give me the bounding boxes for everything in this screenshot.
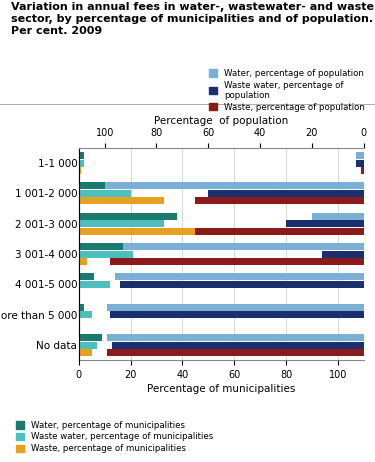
Bar	[107, 304, 364, 311]
Bar	[356, 159, 364, 166]
Bar	[361, 167, 364, 174]
Bar	[79, 304, 84, 311]
Bar	[110, 311, 364, 318]
Bar	[107, 349, 364, 356]
Bar	[79, 342, 97, 349]
Bar	[79, 274, 94, 280]
Bar	[79, 334, 102, 341]
Bar	[112, 342, 364, 349]
Bar	[79, 258, 87, 265]
Bar	[312, 213, 364, 219]
Bar	[208, 190, 364, 197]
Bar	[123, 243, 364, 250]
Bar	[115, 274, 364, 280]
Bar	[322, 250, 364, 258]
Bar	[79, 159, 84, 166]
Bar	[79, 228, 221, 235]
Bar	[105, 182, 364, 189]
Bar	[195, 228, 364, 235]
Bar	[286, 220, 364, 227]
Legend: Water, percentage of municipalities, Waste water, percentage of municipalities, : Water, percentage of municipalities, Was…	[15, 421, 213, 453]
Bar	[79, 220, 164, 227]
X-axis label: Percentage  of population: Percentage of population	[154, 116, 288, 126]
Bar	[79, 167, 81, 174]
Bar	[120, 281, 364, 288]
Bar	[79, 281, 110, 288]
Bar	[356, 152, 364, 159]
Bar	[79, 152, 84, 159]
Bar	[195, 197, 364, 205]
Legend: Water, percentage of population, Waste water, percentage of
population, Waste, p: Water, percentage of population, Waste w…	[209, 69, 365, 111]
Bar	[79, 243, 123, 250]
Bar	[79, 349, 92, 356]
Bar	[79, 311, 92, 318]
Bar	[110, 258, 364, 265]
Text: Variation in annual fees in water-, wastewater- and waste
sector, by percentage : Variation in annual fees in water-, wast…	[11, 2, 374, 36]
Bar	[79, 182, 144, 189]
Bar	[79, 213, 177, 219]
Bar	[79, 190, 130, 197]
Bar	[79, 197, 164, 205]
Bar	[79, 250, 133, 258]
Bar	[107, 334, 364, 341]
X-axis label: Percentage of municipalities: Percentage of municipalities	[147, 384, 296, 394]
